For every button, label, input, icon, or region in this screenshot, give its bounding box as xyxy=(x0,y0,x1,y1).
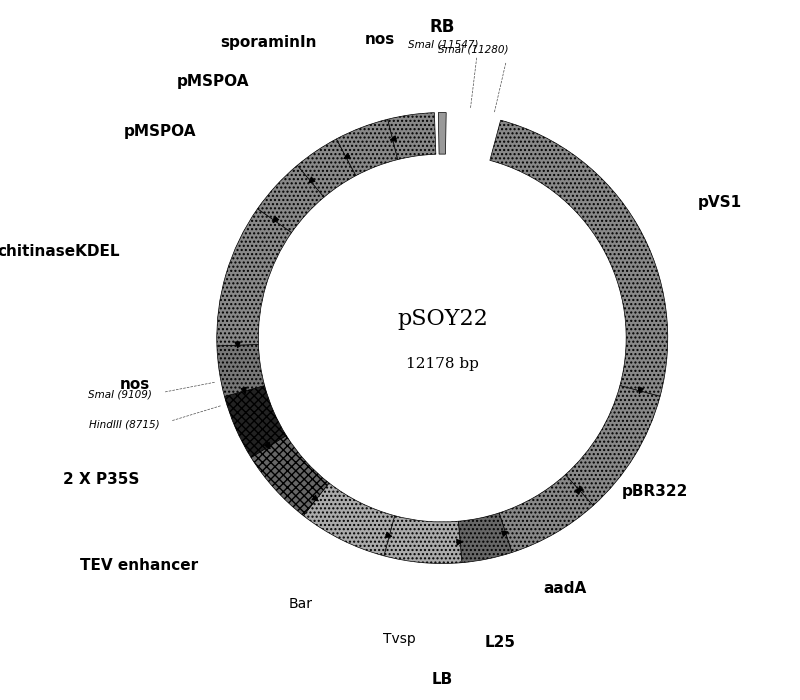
Text: pBR322: pBR322 xyxy=(622,484,688,499)
Wedge shape xyxy=(384,516,462,564)
Text: L25: L25 xyxy=(485,635,515,650)
Text: nos: nos xyxy=(365,32,395,47)
Wedge shape xyxy=(217,344,265,396)
Text: pVS1: pVS1 xyxy=(698,195,742,209)
Text: aadA: aadA xyxy=(544,581,587,596)
Text: Bar: Bar xyxy=(289,597,313,611)
Wedge shape xyxy=(566,386,660,505)
Text: SmaI (11280): SmaI (11280) xyxy=(438,45,509,55)
Wedge shape xyxy=(217,209,292,346)
Text: TEV enhancer: TEV enhancer xyxy=(80,559,198,573)
Wedge shape xyxy=(298,139,356,197)
Text: RB: RB xyxy=(430,18,455,36)
Wedge shape xyxy=(458,513,512,563)
Text: 12178 bp: 12178 bp xyxy=(406,356,478,370)
Wedge shape xyxy=(225,386,286,458)
Wedge shape xyxy=(337,119,398,176)
Text: 2 X P35S: 2 X P35S xyxy=(63,472,139,486)
Text: SmaI (11547): SmaI (11547) xyxy=(408,39,478,50)
Wedge shape xyxy=(258,165,324,232)
Wedge shape xyxy=(388,113,436,160)
Text: SmaI (9109): SmaI (9109) xyxy=(88,389,152,400)
Text: Tvsp: Tvsp xyxy=(383,632,416,646)
Text: pMSPOA: pMSPOA xyxy=(176,74,249,89)
Text: LB: LB xyxy=(432,672,453,687)
Text: HindIII (8715): HindIII (8715) xyxy=(89,419,159,430)
Wedge shape xyxy=(303,483,394,556)
Text: chitinaseKDEL: chitinaseKDEL xyxy=(0,244,119,259)
Text: pMSPOA: pMSPOA xyxy=(123,124,196,139)
Wedge shape xyxy=(438,113,446,154)
Wedge shape xyxy=(251,435,329,516)
Wedge shape xyxy=(490,120,668,396)
Text: nos: nos xyxy=(120,377,150,392)
Wedge shape xyxy=(499,475,593,552)
Text: pSOY22: pSOY22 xyxy=(397,308,488,330)
Text: sporaminIn: sporaminIn xyxy=(220,34,317,50)
